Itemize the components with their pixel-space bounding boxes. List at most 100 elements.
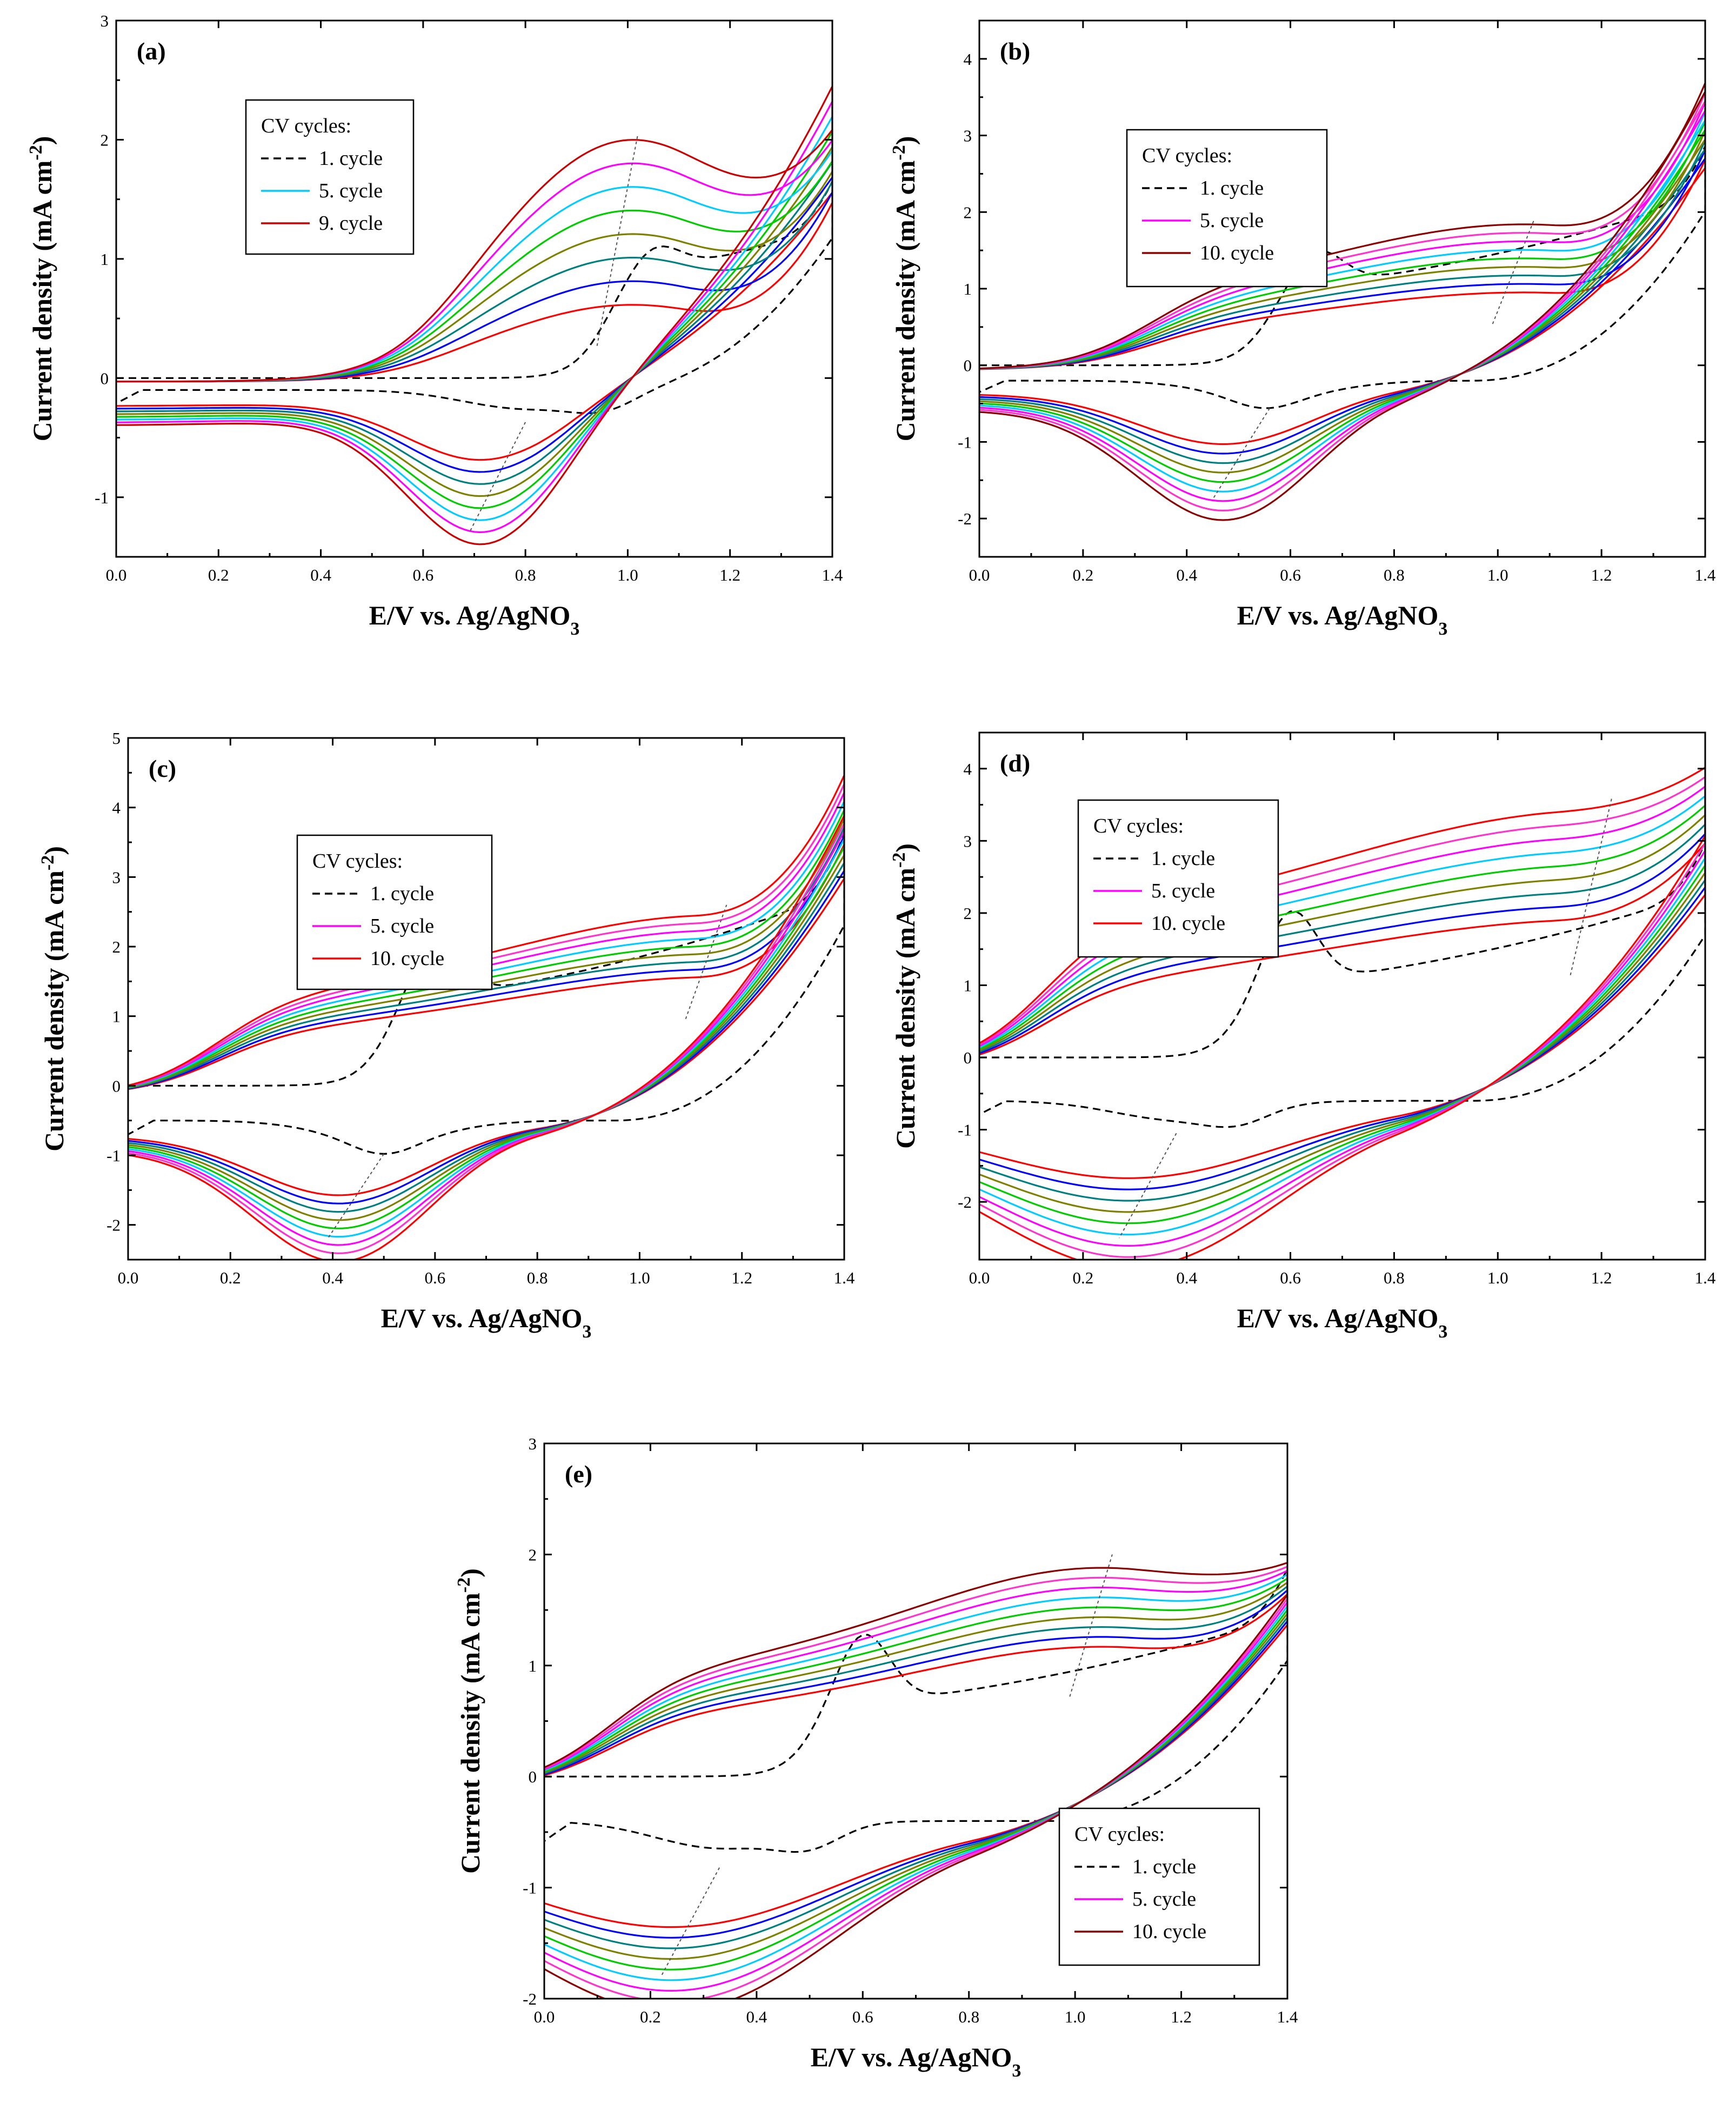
- x-tick-label: 1.4: [1695, 1268, 1716, 1287]
- x-tick-label: 0.2: [640, 2007, 661, 2026]
- y-tick-label: 3: [529, 1434, 537, 1453]
- cycle-7-curve: [116, 116, 832, 521]
- y-tick-label: 3: [964, 127, 972, 145]
- x-axis-title: E/V vs. Ag/AgNO3: [1237, 600, 1448, 639]
- panel-b: 0.0 0.2 0.4 0.6 0.8 1.0 1.2 1.4 -2 -1 0 1 2 3 4 E/V vs.…: [889, 19, 1716, 639]
- cycle-3-curve: [128, 835, 844, 1204]
- y-tick-label: 3: [101, 11, 109, 30]
- y-tick-label: 3: [964, 831, 972, 850]
- legend-entry: 10. cycle: [1132, 1920, 1206, 1943]
- y-tick-label: -1: [95, 488, 109, 507]
- legend-title: CV cycles:: [312, 850, 403, 873]
- y-tick-label: 2: [964, 904, 972, 923]
- trend-guide-red: [1212, 408, 1271, 500]
- legend-entry: 5. cycle: [1151, 880, 1215, 902]
- x-tick-label: 0.0: [969, 565, 990, 584]
- x-tick-label: 0.2: [1072, 1268, 1093, 1287]
- x-tick-label: 1.4: [822, 565, 843, 584]
- x-tick-label: 0.2: [208, 565, 229, 584]
- cycle-8-curve: [116, 101, 832, 534]
- x-tick-label: 1.0: [617, 565, 638, 584]
- y-tick-label: -2: [106, 1216, 121, 1235]
- trend-guide-red: [1119, 1133, 1177, 1239]
- legend-entry: 10. cycle: [1200, 242, 1274, 264]
- cycle-1-curve: [116, 181, 832, 414]
- x-tick-label: 0.4: [1176, 1268, 1197, 1287]
- x-axis-title: E/V vs. Ag/AgNO3: [381, 1303, 592, 1342]
- legend-title: CV cycles:: [1093, 815, 1184, 837]
- panel-label: (a): [137, 37, 166, 65]
- y-tick-label: 2: [964, 203, 972, 222]
- x-tick-label: 1.4: [1695, 565, 1716, 584]
- legend-title: CV cycles:: [261, 115, 351, 137]
- cycle-3-curve: [979, 149, 1705, 455]
- x-tick-label: 0.4: [322, 1268, 343, 1287]
- y-axis-title: Current density (mA cm-2): [454, 1568, 486, 1874]
- x-tick-label: 1.2: [1171, 2007, 1192, 2026]
- y-tick-label: 2: [529, 1545, 537, 1564]
- x-tick-label: 1.2: [1591, 565, 1612, 584]
- y-tick-label: 2: [112, 937, 121, 956]
- cycle-3-curve: [544, 1589, 1287, 1939]
- y-tick-label: 4: [964, 760, 972, 778]
- y-axis-title: Current density (mA cm-2): [889, 843, 921, 1149]
- legend-entry: 10. cycle: [370, 947, 444, 970]
- cycle-7-curve: [979, 111, 1705, 493]
- legend-title: CV cycles:: [1142, 144, 1232, 167]
- cycle-1-curve: [128, 832, 844, 1155]
- curves: [544, 1554, 1287, 1999]
- legend-box: [296, 834, 493, 990]
- x-tick-label: 0.8: [958, 2007, 979, 2026]
- y-tick-label: 0: [529, 1767, 537, 1786]
- panel-e: 0.0 0.2 0.4 0.6 0.8 1.0 1.2 1.4 -2 -1 0 1 2 3 E/V vs. …: [454, 1434, 1298, 2081]
- cycle-9-curve: [116, 85, 832, 545]
- trend-guide-ox: [1492, 219, 1535, 324]
- x-tick-label: 0.8: [1384, 1268, 1405, 1287]
- legend-box: [1058, 1807, 1260, 1966]
- y-tick-label: 0: [964, 1048, 972, 1067]
- x-tick-label: 0.0: [534, 2007, 555, 2026]
- y-axis-title: Current density (mA cm-2): [38, 846, 70, 1152]
- x-tick-label: 0.2: [220, 1268, 241, 1287]
- cycle-5-curve: [116, 146, 832, 497]
- x-tick-label: 0.6: [1280, 565, 1301, 584]
- x-tick-label: 0.8: [1384, 565, 1405, 584]
- y-tick-label: -2: [958, 509, 972, 528]
- panel-label: (b): [1000, 37, 1030, 65]
- cycle-6-curve: [128, 809, 844, 1229]
- x-tick-label: 1.4: [1277, 2007, 1298, 2026]
- x-tick-label: 1.0: [629, 1268, 650, 1287]
- cycle-5-curve: [128, 817, 844, 1221]
- y-tick-label: -1: [106, 1146, 121, 1165]
- legend-entry: 5. cycle: [319, 179, 383, 202]
- cycle-9-curve: [544, 1566, 1287, 1999]
- cycle-10-curve: [979, 82, 1705, 521]
- trend-guide-red: [469, 422, 526, 534]
- y-tick-label: -1: [523, 1879, 537, 1898]
- y-axis-title: Current density (mA cm-2): [26, 136, 58, 442]
- legend-entry: 5. cycle: [370, 915, 434, 937]
- panel-d: 0.0 0.2 0.4 0.6 0.8 1.0 1.2 1.4 -2 -1 0 1 2 3 4 E/V vs.…: [889, 731, 1716, 1342]
- legend: CV cycles: 1. cycle 5. cycle 10. cycle: [1058, 1807, 1260, 1966]
- cycle-6-curve: [116, 131, 832, 509]
- legend-entry: 1. cycle: [319, 147, 383, 170]
- legend: CV cycles: 1. cycle 5. cycle 10. cycle: [1077, 799, 1279, 958]
- y-tick-label: 0: [964, 356, 972, 375]
- y-tick-label: 4: [112, 798, 121, 817]
- cycle-7-curve: [128, 800, 844, 1238]
- x-tick-label: 0.4: [746, 2007, 767, 2026]
- legend-entry: 1. cycle: [370, 882, 434, 905]
- x-axis-title: E/V vs. Ag/AgNO3: [1237, 1303, 1448, 1342]
- y-tick-label: -1: [958, 1121, 972, 1140]
- x-tick-label: 0.6: [852, 2007, 873, 2026]
- trend-guide-ox: [1570, 797, 1613, 975]
- trend-guide-ox: [685, 904, 727, 1020]
- legend-entry: 9. cycle: [319, 212, 383, 235]
- x-tick-label: 0.8: [527, 1268, 548, 1287]
- y-tick-label: 0: [112, 1076, 121, 1095]
- cycle-5-curve: [979, 130, 1705, 474]
- panel-c: 0.0 0.2 0.4 0.6 0.8 1.0 1.2 1.4 -2 -1 0 1 2 3 4 5 E/V vs…: [38, 729, 855, 1342]
- legend-box: [1126, 129, 1328, 288]
- panel-label: (d): [1000, 749, 1030, 777]
- y-tick-label: 1: [529, 1656, 537, 1675]
